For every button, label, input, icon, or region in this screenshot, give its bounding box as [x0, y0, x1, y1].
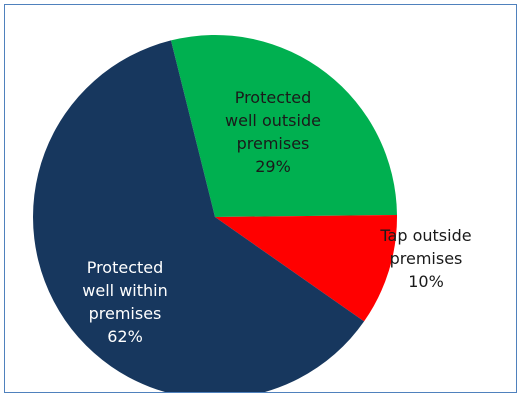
pie-slice-0: [170, 35, 397, 218]
slice-label-1: Tap outside premises 10%: [379, 226, 471, 291]
slice-label-line: premises: [89, 304, 162, 323]
slice-label-line: well within: [82, 281, 167, 300]
pie-slice-1: [215, 214, 398, 322]
slice-label-line: premises: [237, 134, 310, 153]
slice-label-line: Protected: [87, 258, 164, 277]
slice-label-2: Protected well within premises 62%: [82, 258, 167, 346]
pie-labels: Protected well outside premises 29% Tap outs…: [82, 88, 471, 346]
slice-label-line: well outside: [225, 111, 321, 130]
slice-label-line: premises: [390, 249, 463, 268]
slice-label-line: 29%: [255, 157, 291, 176]
pie-chart: Protected well outside premises 29% Tap outs…: [33, 35, 472, 392]
slice-label-line: 10%: [408, 272, 444, 291]
slice-label-line: Protected: [235, 88, 312, 107]
pie-slice-2: [33, 40, 365, 392]
pie-slices: [33, 35, 398, 392]
slice-label-0: Protected well outside premises 29%: [225, 88, 321, 176]
slice-label-line: 62%: [107, 327, 143, 346]
slice-label-line: Tap outside: [379, 226, 471, 245]
chart-frame: Protected well outside premises 29% Tap outs…: [4, 4, 517, 393]
